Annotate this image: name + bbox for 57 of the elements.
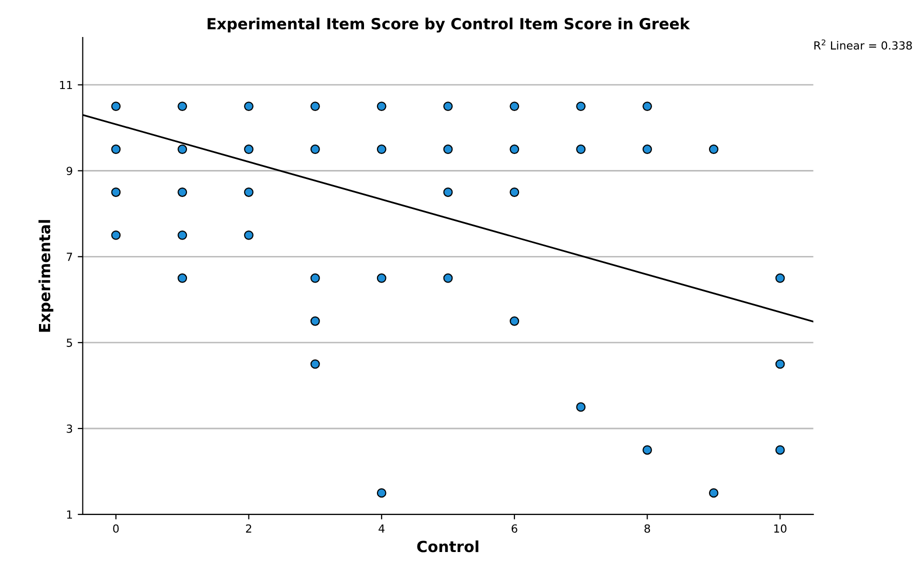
y-tick-label: 1	[67, 510, 72, 519]
point	[510, 188, 520, 197]
point	[775, 273, 785, 283]
point	[642, 445, 652, 455]
point	[310, 359, 320, 369]
y-axis-title: Experimental	[38, 220, 54, 332]
point	[244, 144, 254, 154]
x-tick-label: 10	[774, 524, 786, 533]
point	[443, 188, 453, 197]
point	[443, 273, 453, 283]
point	[310, 144, 320, 154]
point	[178, 230, 188, 240]
point	[708, 488, 718, 498]
y-tick-label: 3	[66, 424, 72, 433]
chart-title: Experimental Item Score by Control Item Score in Greek	[208, 18, 690, 33]
point	[576, 102, 586, 112]
x-tick-label: 0	[113, 524, 119, 533]
point	[244, 230, 254, 240]
point	[443, 144, 453, 154]
point	[775, 445, 785, 455]
point	[708, 144, 718, 154]
point	[576, 402, 586, 412]
point	[510, 144, 520, 154]
y-tick-label: 9	[66, 166, 72, 176]
point	[244, 102, 254, 112]
point	[642, 102, 652, 112]
point	[310, 273, 320, 283]
text: R$^{2}$ Linear = 0.338	[814, 39, 912, 50]
point	[111, 230, 121, 240]
point	[576, 144, 586, 154]
point	[443, 102, 453, 112]
point	[310, 316, 320, 326]
point	[775, 359, 785, 369]
y-tick-label: 11	[60, 80, 72, 90]
point	[510, 316, 520, 326]
y-tick-label: 5	[66, 338, 72, 347]
point	[178, 188, 188, 197]
point	[376, 273, 386, 283]
point	[178, 102, 188, 112]
point	[376, 144, 386, 154]
y-tick-label: 7	[66, 252, 72, 261]
point	[310, 102, 320, 112]
point	[510, 102, 520, 112]
point	[178, 273, 188, 283]
x-axis-title: Control	[417, 540, 478, 552]
x-tick-label: 2	[246, 524, 252, 533]
point	[376, 102, 386, 112]
point	[111, 144, 121, 154]
point	[178, 144, 188, 154]
x-tick-label: 8	[644, 524, 650, 533]
point	[244, 188, 254, 197]
point	[376, 488, 386, 498]
point	[111, 102, 121, 112]
point	[111, 188, 121, 197]
x-tick-label: 6	[512, 524, 518, 533]
x-tick-label: 4	[378, 524, 385, 533]
point	[642, 144, 652, 154]
